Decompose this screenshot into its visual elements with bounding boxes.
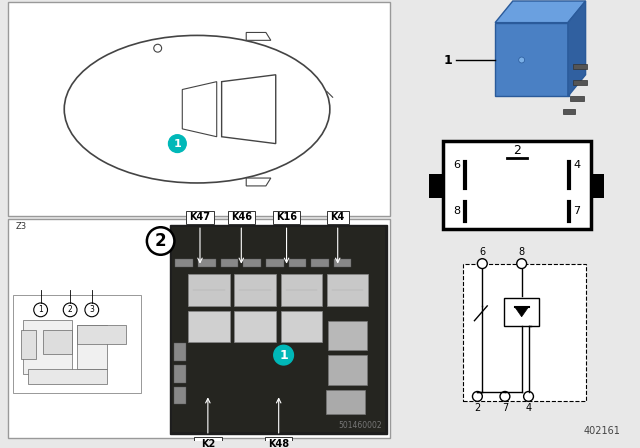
Text: 8: 8 xyxy=(453,207,460,216)
Circle shape xyxy=(63,303,77,317)
Circle shape xyxy=(168,135,186,152)
Text: K47: K47 xyxy=(189,212,211,222)
Bar xyxy=(8,220,390,438)
Circle shape xyxy=(477,258,487,268)
Polygon shape xyxy=(515,307,529,317)
Circle shape xyxy=(34,303,47,317)
Text: 501460002: 501460002 xyxy=(339,422,382,431)
Bar xyxy=(504,298,540,326)
Circle shape xyxy=(524,392,534,401)
Bar xyxy=(221,258,238,267)
Circle shape xyxy=(500,392,510,401)
Bar xyxy=(573,80,587,85)
Bar xyxy=(175,387,186,404)
Text: 2: 2 xyxy=(513,144,521,157)
Bar xyxy=(289,258,306,267)
Circle shape xyxy=(85,303,99,317)
Bar xyxy=(21,330,36,359)
Text: 1: 1 xyxy=(38,306,43,314)
Text: 7: 7 xyxy=(573,207,580,216)
Bar xyxy=(429,174,443,198)
Bar xyxy=(188,275,230,306)
Bar xyxy=(327,275,368,306)
Bar xyxy=(77,325,106,369)
Text: 4: 4 xyxy=(573,160,580,170)
Bar xyxy=(77,325,126,345)
Text: 402161: 402161 xyxy=(583,426,620,436)
Bar xyxy=(28,369,106,383)
Bar xyxy=(328,321,367,350)
Text: 6: 6 xyxy=(479,247,485,257)
Text: 2: 2 xyxy=(474,403,481,413)
Bar xyxy=(281,275,322,306)
Circle shape xyxy=(274,345,294,365)
Bar xyxy=(243,258,261,267)
Bar xyxy=(334,258,351,267)
Bar xyxy=(266,258,284,267)
Text: 8: 8 xyxy=(518,247,525,257)
Bar xyxy=(186,211,214,224)
Circle shape xyxy=(147,227,175,255)
Bar xyxy=(13,295,141,393)
Bar xyxy=(198,258,216,267)
Bar xyxy=(175,258,193,267)
Polygon shape xyxy=(182,82,217,137)
Text: 2: 2 xyxy=(155,232,166,250)
Bar xyxy=(463,263,586,401)
Text: K16: K16 xyxy=(276,212,297,222)
Circle shape xyxy=(516,258,527,268)
Polygon shape xyxy=(221,75,276,144)
Text: 4: 4 xyxy=(525,403,532,413)
Bar xyxy=(8,2,390,216)
Bar xyxy=(326,390,365,414)
Bar xyxy=(188,311,230,342)
Bar xyxy=(591,174,604,198)
Bar xyxy=(563,109,575,114)
Polygon shape xyxy=(246,32,271,40)
Bar xyxy=(281,311,322,342)
Bar xyxy=(327,211,349,224)
Text: K4: K4 xyxy=(331,212,345,222)
Bar xyxy=(573,64,587,69)
Circle shape xyxy=(518,57,525,63)
Polygon shape xyxy=(495,1,586,23)
Text: 7: 7 xyxy=(502,403,508,413)
Circle shape xyxy=(154,44,162,52)
Circle shape xyxy=(472,392,483,401)
Text: K2: K2 xyxy=(201,439,215,448)
Bar xyxy=(43,330,72,354)
Bar xyxy=(328,355,367,385)
Text: K46: K46 xyxy=(231,212,252,222)
Bar xyxy=(172,227,385,432)
Bar xyxy=(228,211,255,224)
Bar xyxy=(311,258,329,267)
Bar xyxy=(234,311,276,342)
Bar xyxy=(265,437,292,448)
Bar xyxy=(273,211,300,224)
Bar xyxy=(175,343,186,361)
Bar xyxy=(234,275,276,306)
Polygon shape xyxy=(246,178,271,186)
Text: 1: 1 xyxy=(444,53,452,66)
Polygon shape xyxy=(568,1,586,96)
Bar xyxy=(443,141,591,229)
Bar xyxy=(175,365,186,383)
Text: 1: 1 xyxy=(173,138,181,149)
Bar xyxy=(170,225,387,434)
Bar xyxy=(194,437,221,448)
Text: Z3: Z3 xyxy=(16,222,27,231)
Text: 6: 6 xyxy=(453,160,460,170)
Text: K48: K48 xyxy=(268,439,289,448)
Text: 2: 2 xyxy=(68,306,72,314)
Text: 3: 3 xyxy=(90,306,94,314)
Bar xyxy=(23,320,72,374)
Bar xyxy=(495,23,569,96)
Ellipse shape xyxy=(64,35,330,183)
Text: 1: 1 xyxy=(279,349,288,362)
FancyArrowPatch shape xyxy=(327,91,333,97)
Bar xyxy=(570,96,584,101)
